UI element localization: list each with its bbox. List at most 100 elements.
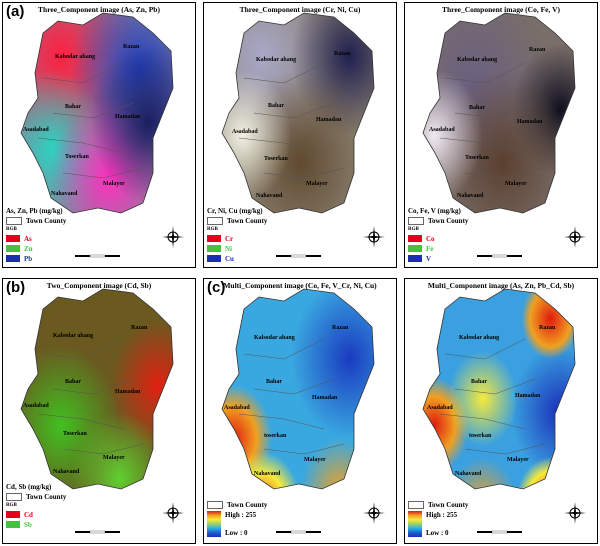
- panel-title: Two_Component image (Cd, Sb): [46, 281, 152, 290]
- legend-title: As, Zn, Pb (mg/kg): [6, 207, 63, 215]
- panel-co-fe-v: Razan Kabodar ahang Bahar Hamadan Asadab…: [404, 2, 598, 268]
- town-label: Asadabad: [427, 405, 453, 411]
- scale-bar-icon: [276, 530, 321, 534]
- map-cr-ni-cu: Razan Kabodar ahang Bahar Hamadan Asadab…: [221, 12, 375, 214]
- town-county-swatch: [408, 217, 424, 226]
- town-label: Hamadan: [316, 117, 342, 123]
- channel-swatch: [207, 235, 221, 243]
- town-label: Toserkan: [65, 154, 89, 160]
- channel-label: Cu: [225, 254, 234, 263]
- legend: As, Zn, Pb (mg/kg) Town County RGB As Zn…: [6, 207, 66, 263]
- rgb-label: RGB: [6, 503, 17, 509]
- town-label: Hamadan: [517, 119, 543, 125]
- town-label: Asadabad: [232, 129, 258, 135]
- town-label: Malayer: [306, 181, 328, 187]
- scale-bar-icon: [477, 254, 522, 258]
- channel-label: Cd: [24, 510, 33, 519]
- town-label: Razan: [539, 325, 556, 331]
- town-label: Bahar: [65, 104, 81, 110]
- panel-as-zn-pb: Razan Kabodar ahang Bahar Hamadan Asadab…: [2, 2, 196, 268]
- channel-swatch: [408, 235, 422, 243]
- ramp-high-label: High : 255: [426, 511, 458, 520]
- color-ramp: [408, 511, 422, 538]
- town-label: Kabodar ahang: [256, 57, 296, 63]
- scale-bar-icon: [75, 530, 120, 534]
- channel-label: V: [426, 254, 432, 263]
- town-label: Bahar: [268, 103, 284, 109]
- ramp-high-label: High : 255: [225, 511, 257, 520]
- town-label: Nahavand: [51, 191, 78, 197]
- town-label: Asadabad: [23, 403, 49, 409]
- town-label: Nahavand: [455, 471, 482, 477]
- channel-swatch: [6, 521, 20, 529]
- compass-icon: [363, 502, 385, 524]
- town-label: Kabodar ahang: [55, 54, 95, 60]
- town-label: Bahar: [65, 379, 81, 385]
- town-label: Nahavand: [457, 193, 484, 199]
- town-label: Razan: [332, 325, 349, 331]
- legend-title: Co, Fe, V (mg/kg): [408, 207, 461, 215]
- compass-icon: [363, 226, 385, 248]
- panel-title: Three_Component image (Co, Fe, V): [441, 5, 561, 14]
- town-label: Malayer: [103, 181, 125, 187]
- panel-title: Multi_Component image (Co, Fe, V_Cr, Ni,…: [223, 281, 377, 290]
- compass-icon: [564, 226, 586, 248]
- channel-swatch: [6, 255, 20, 263]
- channel-swatch: [6, 235, 20, 243]
- compass-icon: [162, 226, 184, 248]
- town-county-label: Town County: [26, 217, 67, 226]
- town-label: Malayer: [304, 457, 326, 463]
- channel-swatch: [408, 245, 422, 253]
- town-label: Toserkan: [63, 431, 87, 437]
- town-county-label: Town County: [428, 501, 469, 509]
- town-county-swatch: [207, 501, 223, 510]
- legend: Co, Fe, V (mg/kg) Town County RGB Co Fe …: [408, 207, 468, 263]
- town-label: Hamadan: [515, 393, 541, 399]
- town-county-label: Town County: [227, 217, 268, 226]
- town-county-swatch: [6, 493, 22, 502]
- town-county-label: Town County: [428, 217, 469, 226]
- map-cd-sb: Razan Kabodar ahang Bahar Hamadan Asadab…: [20, 288, 174, 490]
- panel-multi-as-zn-pb-cd-sb: Razan Kabodar ahang Bahar Hamadan Asadab…: [404, 278, 598, 544]
- town-label: Hamadan: [115, 389, 141, 395]
- town-label: Malayer: [505, 181, 527, 187]
- town-label: Kalsodar ahang: [254, 335, 295, 341]
- channel-label: Cr: [225, 234, 234, 243]
- town-label: Kabodar ahang: [459, 335, 499, 341]
- town-label: Malayer: [103, 455, 125, 461]
- legend: Town County High : 255 Low : 0: [207, 499, 268, 538]
- panel-title: Multi_Component image (As, Zn, Pb_Cd, Sb…: [427, 281, 575, 290]
- legend-title: Cd, Sb (mg/kg): [6, 483, 52, 491]
- panel-letter: (b): [6, 279, 26, 296]
- panel-title: Three_Component image (As, Zn, Pb): [38, 5, 160, 14]
- channel-label: Sb: [24, 520, 32, 529]
- legend-title: Cr, Ni, Cu (mg/kg): [207, 207, 263, 215]
- map-multi-1: Razan Kalsodar ahang Bahar Hamadan Asada…: [221, 288, 375, 490]
- town-label: Razan: [529, 47, 546, 53]
- town-label: toserkan: [469, 433, 492, 439]
- channel-swatch: [408, 255, 422, 263]
- panel-letter: (a): [6, 3, 25, 20]
- channel-swatch: [207, 255, 221, 263]
- town-label: Bahar: [471, 379, 487, 385]
- legend: Cd, Sb (mg/kg) Town County RGB Cd Sb: [6, 483, 66, 529]
- town-label: Nahavand: [53, 469, 80, 475]
- town-label: Bahar: [266, 379, 282, 385]
- map-co-fe-v: Razan Kabodar ahang Bahar Hamadan Asadab…: [422, 12, 576, 214]
- town-county-label: Town County: [227, 501, 268, 509]
- channel-swatch: [6, 245, 20, 253]
- legend: Cr, Ni, Cu (mg/kg) Town County RGB Cr Ni…: [207, 207, 267, 263]
- channel-label: Fe: [426, 244, 434, 253]
- town-label: Razan: [123, 44, 140, 50]
- town-label: Hamadan: [115, 114, 141, 120]
- rgb-label: RGB: [6, 227, 17, 233]
- compass-icon: [564, 502, 586, 524]
- ramp-low-label: Low : 0: [225, 529, 248, 537]
- town-label: Asadabad: [23, 127, 49, 133]
- scale-bar-icon: [75, 254, 120, 258]
- channel-label: As: [24, 234, 32, 243]
- panel-cd-sb: Razan Kabodar ahang Bahar Hamadan Asadab…: [2, 278, 196, 544]
- town-label: Kabodar ahang: [457, 57, 497, 63]
- town-label: Malayer: [507, 457, 529, 463]
- rgb-label: RGB: [207, 227, 218, 233]
